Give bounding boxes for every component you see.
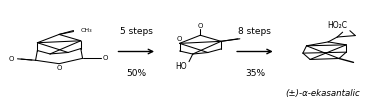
Text: (±)-α-ekasantalic: (±)-α-ekasantalic — [285, 89, 360, 98]
Text: 8 steps: 8 steps — [239, 27, 271, 36]
Text: CH₃: CH₃ — [81, 28, 92, 33]
Text: 5 steps: 5 steps — [120, 27, 153, 36]
Text: O: O — [177, 36, 182, 42]
Text: O: O — [103, 55, 108, 61]
Text: 50%: 50% — [126, 69, 146, 78]
Text: HO: HO — [175, 63, 187, 71]
Text: O: O — [56, 65, 62, 71]
Text: 35%: 35% — [245, 69, 265, 78]
Text: O: O — [198, 23, 203, 29]
Text: HO₂C: HO₂C — [327, 21, 347, 30]
Text: O: O — [9, 56, 14, 62]
